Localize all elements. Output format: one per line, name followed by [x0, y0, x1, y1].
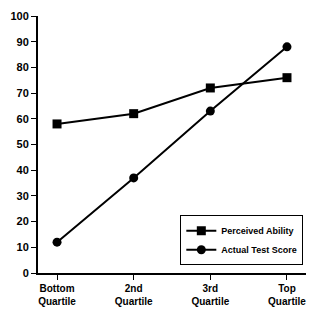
svg-text:10: 10	[17, 241, 29, 253]
svg-text:Perceived Ability: Perceived Ability	[221, 226, 293, 236]
svg-text:BottomQuartile: BottomQuartile	[38, 283, 76, 307]
svg-text:3rdQuartile: 3rdQuartile	[191, 283, 229, 307]
svg-text:80: 80	[17, 61, 29, 73]
svg-text:60: 60	[17, 113, 29, 125]
svg-text:2ndQuartile: 2ndQuartile	[115, 283, 153, 307]
svg-text:20: 20	[17, 215, 29, 227]
svg-text:TopQuartile: TopQuartile	[268, 283, 306, 307]
svg-text:40: 40	[17, 164, 29, 176]
svg-text:0: 0	[23, 267, 29, 279]
svg-text:100: 100	[10, 10, 28, 22]
svg-text:Actual Test Score: Actual Test Score	[221, 245, 296, 255]
svg-text:70: 70	[17, 87, 29, 99]
svg-text:50: 50	[17, 138, 29, 150]
svg-text:30: 30	[17, 190, 29, 202]
svg-text:90: 90	[17, 36, 29, 48]
